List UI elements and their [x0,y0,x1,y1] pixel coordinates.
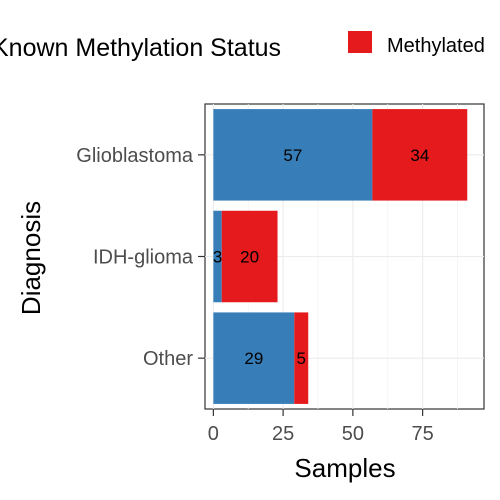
x-tick-label: 50 [342,423,364,445]
x-tick-label: 75 [411,423,433,445]
plot-panel: 57 34 3 20 29 5 [205,104,484,409]
bar-label: 57 [283,146,302,165]
legend-label-methylated: Methylated [387,35,485,57]
bar-label: 34 [410,146,429,165]
y-tick-label: IDH-glioma [93,247,194,269]
legend-key-methylated [348,31,372,53]
x-axis-title: Samples [294,453,395,483]
legend: Methylated [348,31,485,57]
y-tick-label: Other [143,348,193,370]
x-tick-label: 25 [272,423,294,445]
bar-label: 29 [244,349,263,368]
y-axis: Glioblastoma IDH-glioma Other [76,145,205,370]
y-tick-label: Glioblastoma [76,145,194,167]
chart-title: Known Methylation Status [0,34,281,62]
bar-label: 20 [240,248,259,267]
y-axis-title: Diagnosis [16,201,46,315]
bar-label: 5 [297,349,306,368]
bar-label: 3 [213,248,222,267]
x-axis: 0 25 50 75 [208,409,434,445]
x-tick-label: 0 [208,423,219,445]
